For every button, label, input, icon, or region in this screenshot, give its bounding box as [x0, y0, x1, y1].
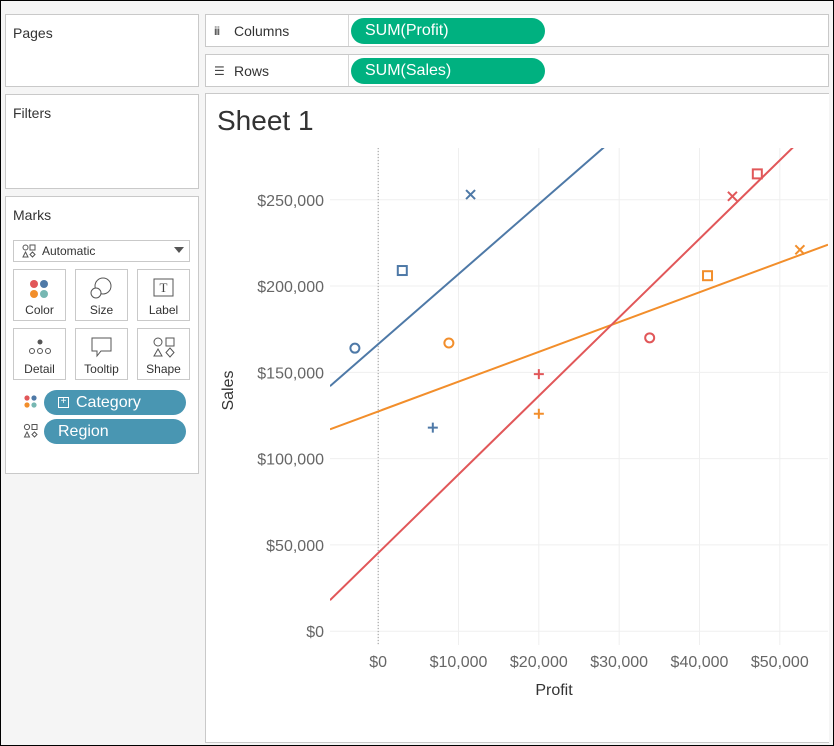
columns-shelf-label-wrap: iii Columns	[214, 15, 289, 46]
data-point-plus	[427, 422, 438, 433]
data-point-circle	[443, 337, 455, 349]
detail-button[interactable]: Detail	[13, 328, 66, 380]
rows-icon: ☰	[214, 63, 225, 78]
sheet-title: Sheet 1	[217, 105, 314, 136]
sum-profit-pill[interactable]: SUM(Profit)	[351, 18, 545, 44]
data-point-circle	[349, 342, 361, 354]
text-label-icon: T	[153, 278, 174, 297]
data-point-cross	[465, 189, 476, 200]
mark-type-dropdown[interactable]: Automatic	[13, 240, 190, 262]
filters-label: Filters	[13, 105, 52, 121]
detail-button-label: Detail	[24, 362, 55, 376]
color-button-label: Color	[25, 303, 54, 317]
region-pill-label: Region	[58, 422, 109, 440]
pages-label: Pages	[13, 25, 53, 41]
shape-encoding-icon	[23, 423, 38, 438]
color-button[interactable]: Color	[13, 269, 66, 321]
x-tick-label: $10,000	[430, 654, 488, 671]
label-button[interactable]: T Label	[137, 269, 190, 321]
y-tick-label: $0	[306, 624, 324, 641]
marks-card: Marks Automatic Color Size T Label	[5, 196, 199, 474]
color-palette-icon	[30, 280, 48, 298]
data-point-cross	[794, 244, 806, 256]
sum-sales-pill-label: SUM(Sales)	[365, 62, 452, 79]
region-pill[interactable]: Region	[44, 419, 186, 444]
pages-card[interactable]: Pages	[5, 14, 199, 87]
category-pill-label: Category	[76, 393, 141, 411]
detail-dots-icon	[29, 339, 51, 354]
shelf-divider	[348, 15, 349, 46]
columns-label: Columns	[234, 22, 290, 39]
data-point-plus	[533, 369, 544, 380]
color-encoding-icon	[24, 395, 37, 408]
size-button[interactable]: Size	[75, 269, 128, 321]
trend-line	[330, 148, 605, 387]
svg-text:T: T	[160, 280, 168, 295]
tooltip-button-label: Tooltip	[84, 362, 119, 376]
y-axis-title: Sales	[220, 370, 237, 410]
trend-line	[330, 243, 828, 431]
x-tick-label: $40,000	[671, 654, 729, 671]
chevron-down-icon[interactable]	[174, 247, 184, 253]
data-point-cross	[727, 191, 738, 202]
data-point-circle	[644, 332, 656, 344]
label-button-label: Label	[148, 303, 179, 317]
shapes-icon	[153, 337, 175, 358]
columns-shelf[interactable]: iii Columns SUM(Profit)	[205, 14, 829, 47]
data-point-square	[396, 265, 408, 277]
data-point-plus	[533, 408, 544, 419]
sum-sales-pill[interactable]: SUM(Sales)	[351, 58, 545, 84]
columns-icon: iii	[214, 23, 220, 38]
data-point-square	[702, 270, 714, 282]
tooltip-button[interactable]: Tooltip	[75, 328, 128, 380]
x-axis-title: Profit	[535, 682, 573, 699]
y-tick-label: $200,000	[257, 279, 324, 296]
x-tick-label: $30,000	[590, 654, 648, 671]
y-tick-label: $250,000	[257, 193, 324, 210]
category-pill[interactable]: + Category	[44, 390, 186, 415]
shape-button[interactable]: Shape	[137, 328, 190, 380]
y-tick-label: $100,000	[257, 452, 324, 469]
shelf-divider	[348, 55, 349, 86]
size-icon	[90, 277, 112, 299]
trend-line	[330, 148, 794, 601]
filters-card[interactable]: Filters	[5, 94, 199, 189]
sum-profit-pill-label: SUM(Profit)	[365, 22, 449, 39]
rows-shelf-label-wrap: ☰ Rows	[214, 55, 269, 86]
rows-label: Rows	[234, 62, 270, 79]
y-tick-label: $150,000	[257, 365, 324, 382]
x-tick-label: $0	[369, 654, 387, 671]
tooltip-bubble-icon	[91, 337, 112, 358]
marks-label: Marks	[13, 207, 52, 223]
mark-type-value: Automatic	[42, 244, 96, 258]
automatic-shapes-icon	[22, 244, 36, 258]
scatter-chart[interactable]: $0 $10,000 $20,000 $30,000 $40,000 $50,000 $0 $…	[206, 94, 828, 742]
expand-plus-icon[interactable]: +	[58, 397, 69, 408]
shape-button-label: Shape	[146, 362, 181, 376]
y-tick-label: $50,000	[266, 538, 324, 555]
x-tick-label: $20,000	[510, 654, 568, 671]
rows-shelf[interactable]: ☰ Rows SUM(Sales)	[205, 54, 829, 87]
data-point-square	[751, 168, 763, 180]
size-button-label: Size	[89, 303, 114, 317]
x-tick-label: $50,000	[751, 654, 809, 671]
